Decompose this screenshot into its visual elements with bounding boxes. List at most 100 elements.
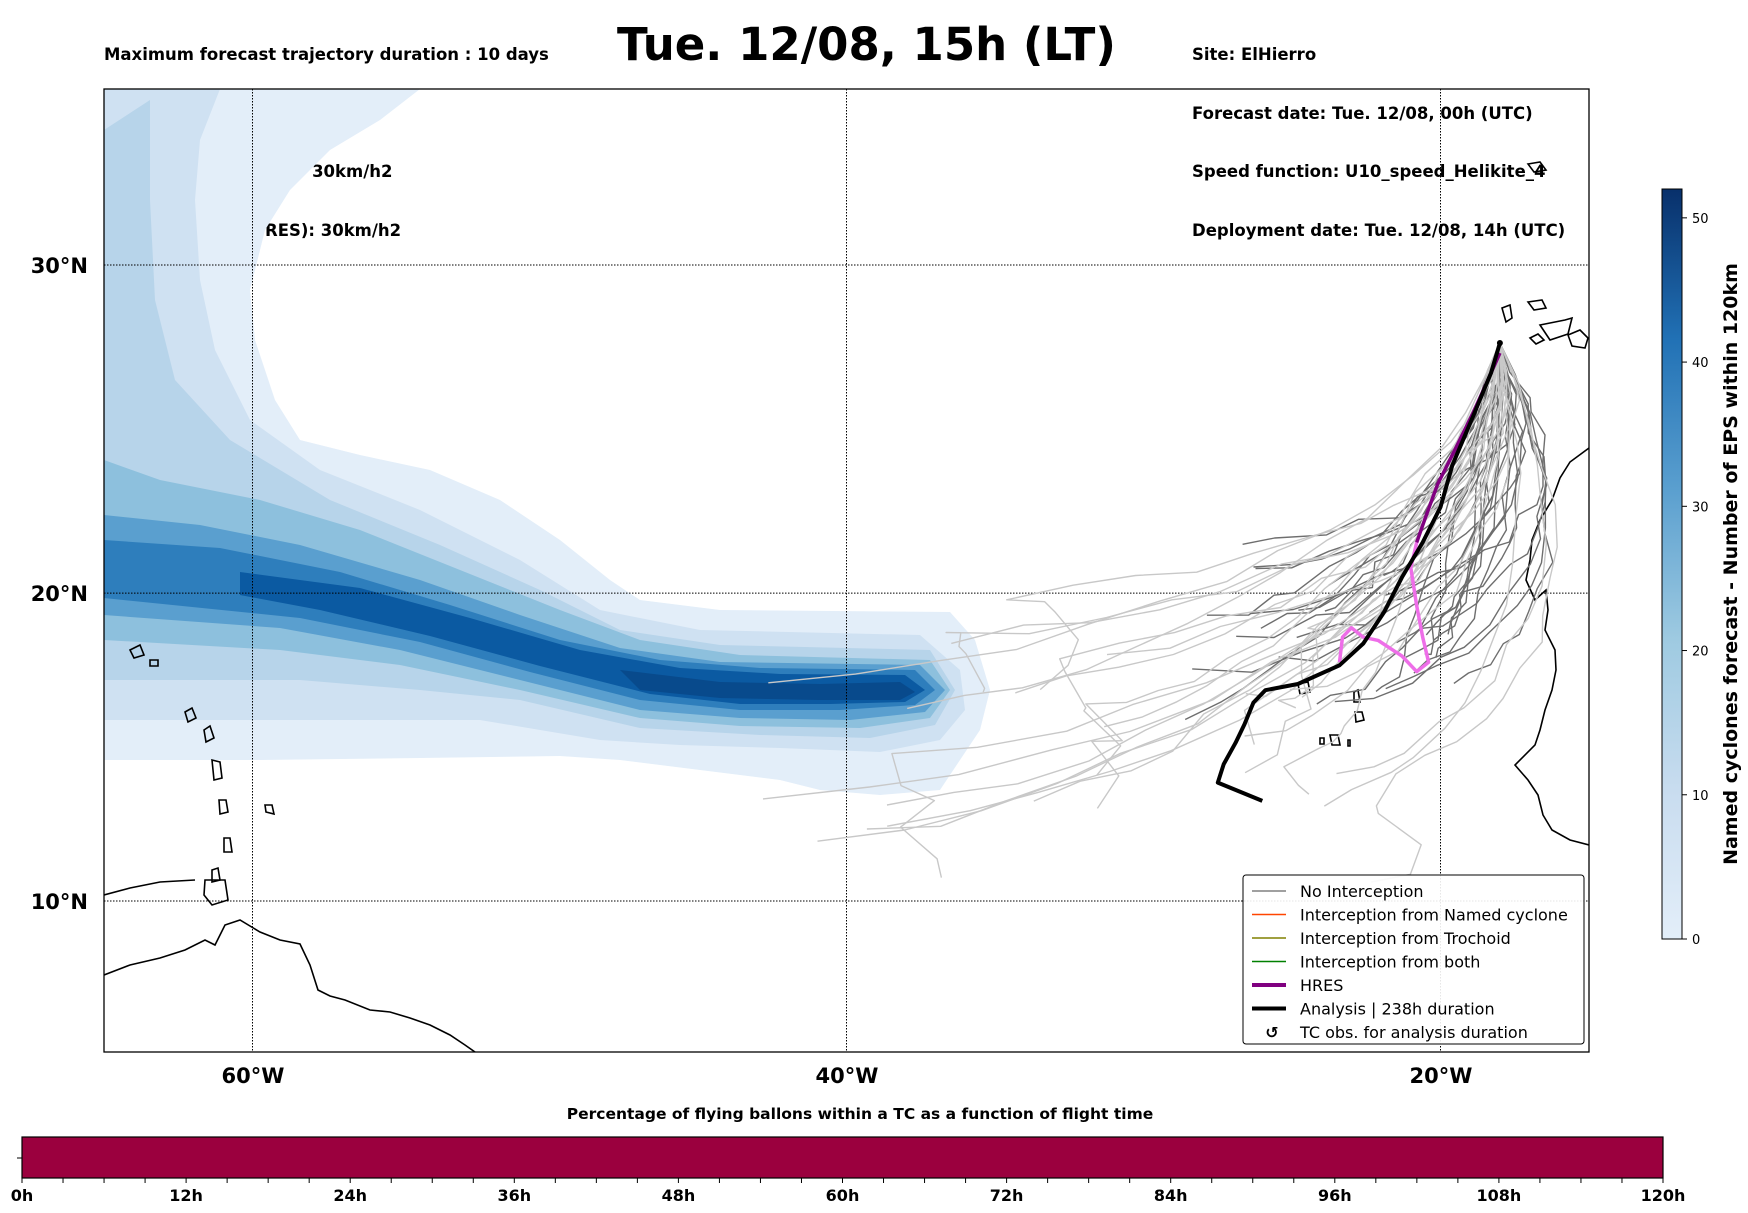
ensemble-track (1370, 342, 1558, 883)
ensemble-track (762, 342, 1512, 800)
ensemble-track (887, 342, 1501, 827)
ensemble-track (1244, 342, 1507, 737)
time-tick-label: 12h (169, 1186, 203, 1205)
map-frame (103, 88, 1590, 1053)
coast-canary-islands (1501, 299, 1589, 349)
legend-item: Analysis | 238h duration (1252, 1000, 1495, 1019)
time-tick-label: 24h (333, 1186, 367, 1205)
colorbar-tick-label: 30 (1692, 500, 1709, 515)
ensemble-track (1058, 342, 1504, 776)
flight-time-chart: Percentage of flying ballons within a TC… (11, 1105, 1686, 1205)
flight-time-chart-title: Percentage of flying ballons within a TC… (567, 1105, 1154, 1123)
ensemble-track (1413, 342, 1512, 674)
ensemble-track (1104, 342, 1501, 728)
analysis-track (1215, 342, 1502, 803)
ensemble-track (886, 342, 1501, 806)
lon-label-40w: 40°W (816, 1064, 879, 1088)
time-tick-label: 48h (662, 1186, 696, 1205)
time-tick-label: 120h (1641, 1186, 1686, 1205)
eps-density-field (104, 89, 990, 795)
lon-label-60w: 60°W (222, 1064, 285, 1088)
ensemble-track (1085, 342, 1501, 809)
gridlines (104, 89, 1589, 1052)
ensemble-track (1453, 342, 1554, 684)
time-tick-label: 0h (11, 1186, 34, 1205)
ensemble-track (1283, 342, 1501, 795)
legend-item: HRES (1252, 976, 1343, 995)
ensemble-track (1245, 342, 1503, 698)
ensemble-track (1015, 342, 1501, 694)
colorbar-tick-label: 50 (1692, 212, 1709, 227)
ensemble-track (1289, 342, 1512, 691)
deployment-date-text: Deployment date: Tue. 12/08, 14h (UTC) (1192, 220, 1566, 240)
ensemble-track (907, 342, 1501, 710)
legend-label: Interception from Trochoid (1300, 929, 1511, 948)
density-contour-3 (104, 460, 950, 728)
ensemble-track (1385, 342, 1547, 690)
ensemble-track (1006, 342, 1508, 691)
legend-label: HRES (1300, 976, 1343, 995)
ensemble-track (1301, 342, 1501, 698)
ensemble-track (951, 342, 1501, 645)
forecast-date-text: Forecast date: Tue. 12/08, 00h (UTC) (1192, 103, 1533, 123)
ensemble-track (1396, 342, 1547, 644)
max-duration-text: Maximum forecast trajectory duration : 1… (104, 45, 549, 64)
lat-label-20n: 20°N (31, 582, 88, 606)
time-tick-label: 60h (826, 1186, 860, 1205)
colorbar-label: Named cyclones forecast - Number of EPS … (1720, 263, 1742, 865)
coast-africa-west (1513, 447, 1589, 846)
speed-function-text: Speed function: U10_speed_Helikite_4 (1192, 162, 1546, 181)
colorbar-ramp (1661, 188, 1683, 940)
lon-axis-labels: 60°W 40°W 20°W (222, 1064, 1473, 1088)
legend-label: No Interception (1300, 882, 1424, 901)
ensemble-track (1323, 342, 1522, 807)
density-contour-6 (240, 572, 925, 704)
ensemble-track (1414, 342, 1527, 634)
legend-item: Interception from Named cyclone (1252, 906, 1568, 925)
colorbar-tick-label: 10 (1692, 789, 1709, 804)
site-parameters: Site: ElHierro Forecast date: Tue. 12/08… (1192, 6, 1565, 260)
page-title: Tue. 12/08, 15h (LT) (617, 18, 1116, 71)
colorbar-tick-label: 40 (1692, 356, 1709, 371)
coast-madeira (1526, 161, 1548, 173)
time-tick-label: 96h (1318, 1186, 1352, 1205)
legend-label: Interception from Named cyclone (1300, 906, 1568, 925)
legend-box (1242, 874, 1585, 1045)
coast-lesser-antilles (128, 643, 276, 884)
ensemble-track (1383, 342, 1546, 597)
ensemble-track (1033, 342, 1501, 802)
lat-axis-labels: 30°N 20°N 10°N (31, 254, 88, 914)
lat-label-10n: 10°N (31, 890, 88, 914)
ensemble-track (945, 342, 1508, 693)
coast-south-america (104, 919, 476, 1052)
lon-label-20w: 20°W (1410, 1064, 1473, 1088)
legend: No Interception Interception from Named c… (1242, 874, 1585, 1045)
legend-item: No Interception (1252, 882, 1424, 901)
colorbar-tick-label: 0 (1692, 933, 1700, 948)
coast-trinidad (203, 879, 229, 906)
colorbar: 0 10 20 30 40 50 Named cyclones forecast - Nu… (1661, 188, 1742, 948)
coast-venezuela-north (104, 879, 196, 896)
flight-time-segment (22, 1137, 1663, 1178)
time-tick-label: 72h (990, 1186, 1024, 1205)
legend-label: Interception from both (1300, 953, 1480, 972)
colorbar-tick-label: 20 (1692, 645, 1709, 660)
site-text: Site: ElHierro (1192, 45, 1317, 64)
time-tick-label: 84h (1154, 1186, 1188, 1205)
time-tick-label: 108h (1477, 1186, 1522, 1205)
density-contour-7 (620, 670, 915, 700)
ensemble-track (866, 342, 1501, 830)
hres-track-late (1337, 542, 1431, 674)
legend-label: TC obs. for analysis duration (1299, 1023, 1528, 1042)
legend-label: Analysis | 238h duration (1300, 1000, 1495, 1019)
legend-item: Interception from Trochoid (1252, 929, 1511, 948)
ensemble-track (1106, 342, 1521, 656)
launch-site-marker (1496, 339, 1503, 346)
tc-obs-icon: ↺ (1265, 1023, 1278, 1042)
legend-item: Interception from both (1252, 953, 1480, 972)
legend-item: ↺ TC obs. for analysis duration (1265, 1023, 1528, 1042)
lat-label-30n: 30°N (31, 254, 88, 278)
time-tick-label: 36h (497, 1186, 531, 1205)
map-area[interactable] (104, 89, 1589, 1052)
